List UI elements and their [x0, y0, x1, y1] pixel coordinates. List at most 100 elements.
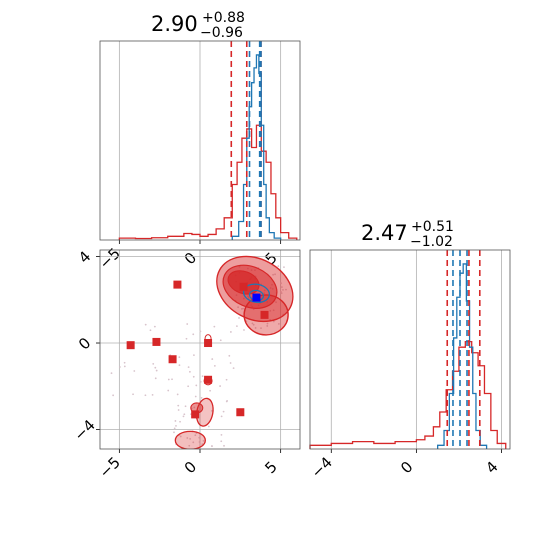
sample-dot [167, 389, 170, 392]
scatter-point-red [126, 341, 135, 350]
sample-dot [144, 323, 147, 326]
sample-dot [192, 333, 195, 336]
top-xtick-label: 0 [181, 249, 200, 268]
right-xtick-label: 4 [482, 458, 501, 477]
title-top-minus: −0.96 [200, 25, 243, 41]
axes-frame-scatter [99, 249, 301, 450]
sample-dot [280, 286, 283, 288]
ticks-right: −4 0 4 [308, 449, 502, 482]
sample-dot [228, 354, 231, 357]
truth-point [252, 293, 261, 302]
sample-dot [152, 363, 155, 365]
sample-dot [153, 325, 156, 328]
sample-dot [179, 420, 181, 423]
scatter-point-red [236, 408, 245, 417]
contour-red-lower [174, 430, 206, 449]
gridlines-top [118, 41, 282, 240]
sample-dot [236, 325, 238, 328]
quantile-lines-top [230, 41, 262, 240]
sample-dot [184, 405, 187, 408]
sample-dot [123, 365, 126, 368]
contour-blue-outer [242, 283, 270, 304]
sample-dot [282, 288, 284, 291]
sample-dot [199, 330, 202, 333]
sample-dot [144, 394, 147, 397]
sample-dot [223, 444, 225, 447]
sample-dot [225, 400, 228, 403]
scatter-point-red [168, 355, 177, 364]
sample-dot [173, 431, 175, 434]
quantile-lines-right [446, 250, 481, 449]
sample-dot [272, 273, 274, 276]
sample-dot [118, 366, 121, 368]
sample-dot [154, 377, 157, 380]
title-top-plus: +0.88 [202, 10, 245, 26]
right-xtick-label: 0 [397, 458, 416, 477]
scatter-ytick-label: 0 [75, 334, 94, 353]
sample-dot [178, 356, 181, 359]
sample-dot [219, 385, 221, 387]
scatter-point-red [260, 310, 269, 319]
scatter-point-red [204, 339, 213, 348]
sample-dot [188, 370, 191, 373]
sample-dot [200, 396, 203, 399]
sample-dot [237, 306, 240, 309]
title-right-median: 2.47 [361, 221, 408, 245]
sample-dot [213, 325, 216, 328]
sample-dot [155, 369, 158, 372]
axes-frame-top [99, 40, 301, 241]
sample-dot [210, 445, 213, 447]
sample-dot [133, 370, 136, 372]
sample-dot [176, 393, 179, 396]
histogram-panel-top: 2.90 +0.88 −0.96 −5 0 5 [96, 10, 301, 273]
sample-dot [185, 337, 188, 340]
sample-dot [149, 329, 152, 332]
sample-dot [201, 375, 204, 378]
sample-dot [110, 372, 113, 375]
scatter-point-red [204, 375, 213, 384]
sample-dot [254, 327, 257, 329]
sample-dot [189, 437, 192, 440]
gridlines-right [330, 250, 502, 449]
sample-dot [132, 393, 134, 396]
sample-dot [174, 420, 177, 422]
sample-dot [195, 384, 198, 387]
sample-dot [285, 288, 287, 291]
right-hist-red [309, 341, 507, 449]
sample-dot [225, 378, 228, 381]
sample-dot [199, 380, 202, 383]
sample-dot [283, 266, 285, 268]
sample-dot [151, 393, 154, 396]
scatter-ytick-label: 4 [75, 247, 94, 266]
sample-dot [192, 441, 195, 444]
series-right [309, 263, 507, 449]
sample-dot [266, 322, 269, 325]
sample-dot [202, 439, 205, 442]
sample-dot [269, 309, 272, 312]
scatter-points [126, 280, 269, 419]
sample-dot [229, 362, 232, 364]
scatter-xtick-label: 0 [181, 458, 200, 477]
sample-dot [251, 322, 254, 325]
scatter-xtick-label: 5 [261, 458, 280, 477]
sample-dot [272, 309, 275, 312]
sample-dot [198, 441, 201, 443]
sample-dot [275, 301, 277, 304]
sample-dot [277, 323, 280, 325]
top-hist-red [118, 124, 298, 240]
right-xtick-label: −4 [308, 453, 336, 481]
sample-dot [219, 339, 222, 342]
sample-dot [242, 307, 244, 310]
sample-dot [173, 427, 176, 430]
sample-dot [238, 317, 240, 319]
scatter-point-red [152, 337, 161, 346]
right-hist-blue [437, 263, 488, 449]
sample-dot [154, 366, 157, 369]
sample-dot [177, 409, 180, 411]
top-hist-blue [231, 54, 282, 240]
sample-dot [194, 395, 197, 398]
sample-dot [220, 415, 223, 418]
sample-dot [188, 444, 191, 447]
scatter-point-red [239, 282, 248, 291]
